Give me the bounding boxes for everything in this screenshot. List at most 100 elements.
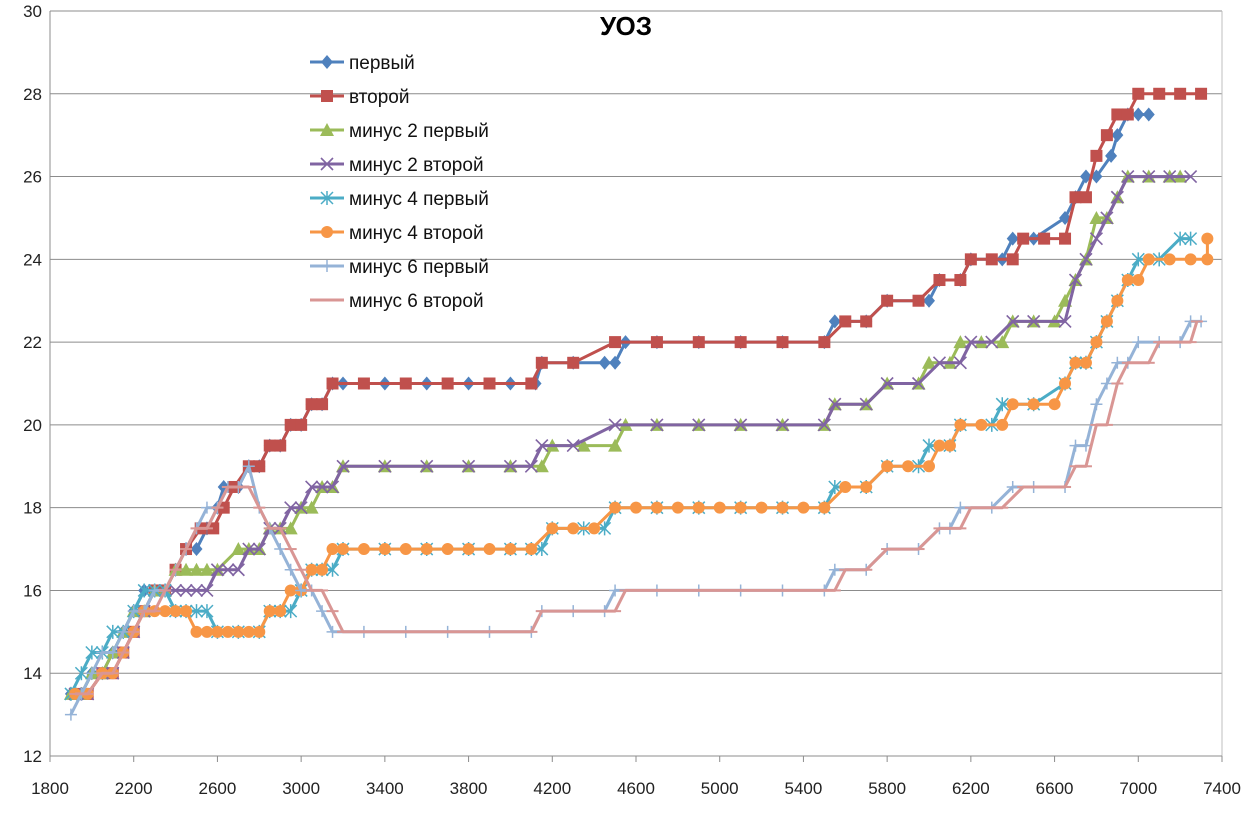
data-point-s6-49 xyxy=(839,480,852,493)
data-point-s6-13 xyxy=(211,625,224,638)
data-point-s7-57 xyxy=(1132,336,1145,349)
x-tick-label-4600: 4600 xyxy=(617,779,655,798)
legend-item-3: минус 2 первый xyxy=(310,121,489,142)
data-point-s5-33 xyxy=(598,521,612,536)
data-point-s4-56 xyxy=(1142,169,1156,184)
legend-item-7: минус 6 первый xyxy=(310,257,489,278)
data-point-s4-10 xyxy=(179,583,193,598)
y-tick-label-16: 16 xyxy=(23,581,42,600)
data-point-s1-57 xyxy=(1111,128,1124,143)
data-point-s6-69 xyxy=(1132,274,1145,287)
data-point-s5-40 xyxy=(828,479,842,494)
data-point-s4-39 xyxy=(828,397,842,411)
x-tick-label-2200: 2200 xyxy=(115,779,153,798)
data-point-s6-25 xyxy=(337,543,349,556)
y-tick-label-22: 22 xyxy=(23,333,42,352)
data-point-s5-13 xyxy=(200,604,214,619)
data-point-s6-56 xyxy=(954,418,967,431)
data-point-s7-17 xyxy=(242,460,255,473)
data-point-s6-14 xyxy=(221,625,234,638)
data-point-s6-38 xyxy=(609,501,622,514)
legend-label-7: минус 6 первый xyxy=(349,257,489,278)
data-point-s6-53 xyxy=(923,460,935,473)
x-tick-label-5400: 5400 xyxy=(785,779,823,798)
y-tick-label-12: 12 xyxy=(23,747,42,766)
data-point-s6-9 xyxy=(169,605,182,618)
x-tick-label-5800: 5800 xyxy=(868,779,906,798)
data-point-s2-45 xyxy=(1006,253,1019,266)
data-point-s3-30 xyxy=(534,459,549,473)
data-point-s6-52 xyxy=(902,460,915,473)
data-point-s2-22 xyxy=(316,398,329,411)
data-point-s2-28 xyxy=(525,377,538,390)
data-point-s4-30 xyxy=(524,459,538,473)
data-point-s6-17 xyxy=(253,625,266,638)
x-tick-label-4200: 4200 xyxy=(533,779,571,798)
data-point-s6-33 xyxy=(504,543,517,556)
data-point-s3-22 xyxy=(304,500,319,514)
data-point-s4-36 xyxy=(734,418,748,432)
x-tick-label-5000: 5000 xyxy=(701,779,739,798)
data-point-s6-23 xyxy=(316,563,329,576)
data-point-s7-40 xyxy=(828,563,841,576)
data-point-s7-13 xyxy=(200,501,213,514)
legend: первый второй минус 2 первый минус 2 второй… xyxy=(310,53,489,312)
data-point-s2-32 xyxy=(650,336,663,349)
data-point-s3-55 xyxy=(1089,210,1104,224)
data-point-s7-54 xyxy=(1100,377,1113,390)
data-point-s2-51 xyxy=(1090,149,1103,162)
data-point-s6-64 xyxy=(1079,356,1092,369)
data-point-s6-29 xyxy=(420,543,433,556)
data-point-s7-21 xyxy=(284,563,297,576)
data-point-s2-47 xyxy=(1038,232,1051,245)
data-point-s6-32 xyxy=(483,543,496,556)
legend-label-3: минус 2 первый xyxy=(349,121,489,142)
data-point-s6-8 xyxy=(159,605,172,618)
data-point-s4-21 xyxy=(294,501,308,515)
series-7 xyxy=(64,315,1208,721)
data-point-s4-25 xyxy=(336,459,350,473)
data-point-s2-52 xyxy=(1100,129,1113,142)
x-tick-label-7000: 7000 xyxy=(1119,779,1157,798)
data-point-s4-41 xyxy=(880,376,894,391)
data-point-s7-24 xyxy=(316,605,329,618)
data-point-s3-44 xyxy=(922,355,936,369)
data-point-s4-58 xyxy=(1184,169,1198,184)
x-tick-label-6200: 6200 xyxy=(952,779,990,798)
data-point-s7-6 xyxy=(127,605,140,618)
legend-item-4: минус 2 второй xyxy=(310,155,484,176)
data-point-s2-25 xyxy=(399,377,412,390)
data-point-s7-0 xyxy=(64,708,77,721)
data-point-s6-34 xyxy=(525,543,538,556)
data-point-s6-27 xyxy=(378,543,391,556)
data-point-s7-4 xyxy=(106,646,119,659)
legend-label-6: минус 4 второй xyxy=(349,223,484,244)
data-point-s4-13 xyxy=(210,563,224,577)
legend-item-2: второй xyxy=(310,87,409,108)
data-point-s6-31 xyxy=(462,543,475,556)
data-point-s2-27 xyxy=(483,377,496,390)
series-line-4 xyxy=(75,175,1191,696)
data-point-s4-24 xyxy=(325,480,340,494)
data-point-s6-11 xyxy=(190,625,203,638)
data-point-s2-34 xyxy=(734,336,747,349)
series-6 xyxy=(69,232,1214,700)
data-point-s6-74 xyxy=(1201,232,1214,245)
data-point-s3-13 xyxy=(199,562,214,576)
data-point-s1-45 xyxy=(923,293,935,308)
data-point-s6-37 xyxy=(588,522,601,535)
data-point-s1-60 xyxy=(1142,107,1155,122)
data-point-s5-57 xyxy=(1131,252,1145,267)
data-point-s6-35 xyxy=(546,522,559,535)
data-point-s2-58 xyxy=(1195,87,1208,100)
data-point-s1-59 xyxy=(1132,107,1145,122)
data-point-s1-35 xyxy=(609,355,622,370)
data-point-s2-23 xyxy=(326,377,339,390)
data-point-s2-13 xyxy=(217,501,230,514)
data-point-s6-10 xyxy=(180,605,193,618)
x-tick-label-3800: 3800 xyxy=(450,779,488,798)
legend-label-4: минус 2 второй xyxy=(349,155,484,176)
data-point-s4-17 xyxy=(252,542,266,556)
data-point-s6-22 xyxy=(305,563,318,576)
data-point-s4-52 xyxy=(1089,232,1103,246)
